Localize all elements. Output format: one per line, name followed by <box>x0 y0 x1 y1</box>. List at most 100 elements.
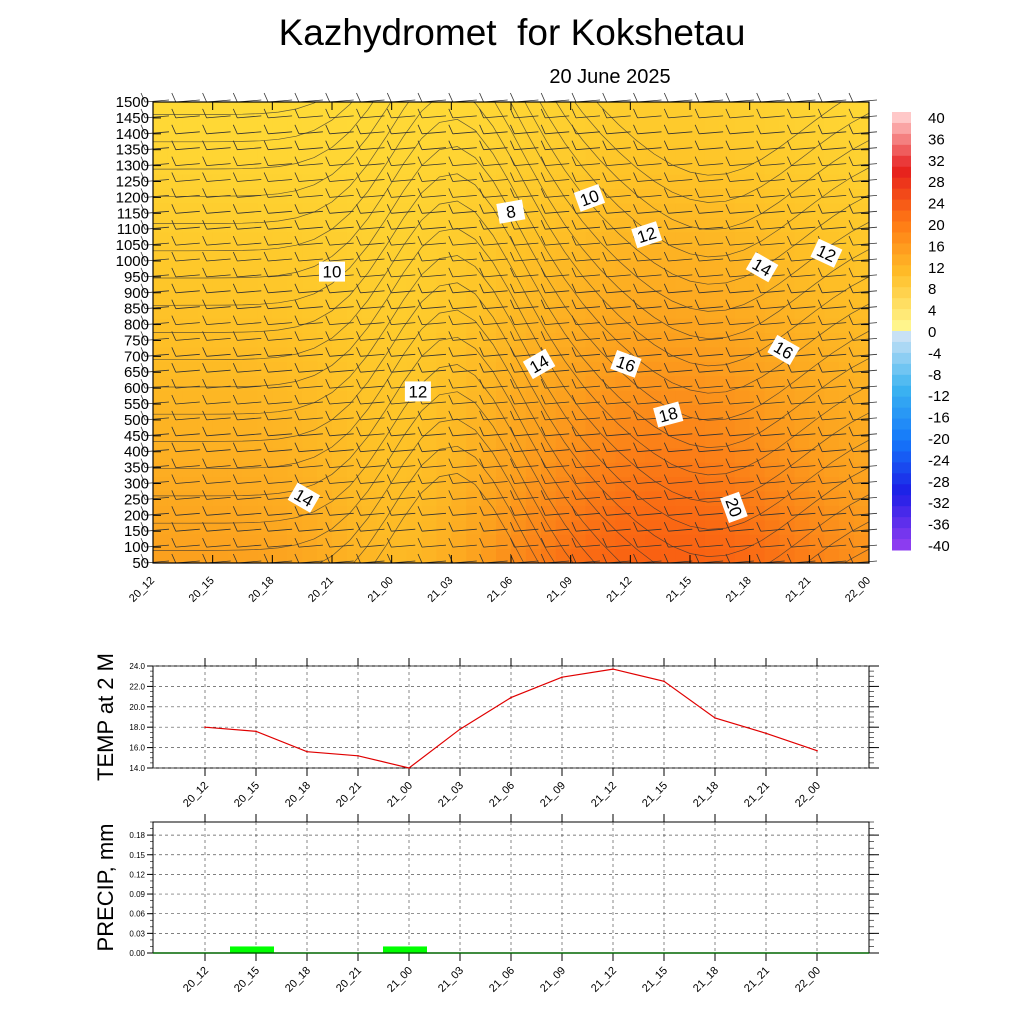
field-cell <box>361 433 378 449</box>
wind-barb <box>479 140 508 151</box>
wind-barb <box>202 283 231 294</box>
field-cell <box>376 174 393 190</box>
field-cell <box>630 505 646 521</box>
wind-barb <box>202 92 231 103</box>
field-cell <box>794 534 810 550</box>
y-tick-label: 900 <box>124 285 149 302</box>
wind-barb <box>232 299 262 310</box>
wind-barb <box>848 426 878 437</box>
field-cell <box>496 159 512 175</box>
field-cell <box>824 289 840 305</box>
wind-barb <box>571 522 601 532</box>
field-cell <box>197 404 214 420</box>
field-cell <box>824 418 840 434</box>
field-cell <box>317 174 333 190</box>
field-cell <box>481 519 497 535</box>
field-cell <box>421 202 438 218</box>
contour-label-bg <box>287 482 321 513</box>
field-cell <box>645 447 661 463</box>
field-cell <box>406 145 423 161</box>
field-cell <box>585 361 602 377</box>
contour-label: 12 <box>631 221 663 249</box>
field-cell <box>660 145 676 161</box>
wind-barb <box>510 188 539 198</box>
colorbar-label: 32 <box>928 153 945 170</box>
field-cell <box>555 390 572 406</box>
field-cell <box>451 462 467 478</box>
field-cell <box>466 116 482 132</box>
field-cell <box>361 289 378 305</box>
field-cell <box>391 346 408 362</box>
field-cell <box>406 433 423 449</box>
field-cell <box>525 462 542 478</box>
wind-barb <box>294 410 323 421</box>
wind-barb <box>756 474 785 484</box>
field-cell <box>436 318 452 334</box>
field-cell <box>332 476 348 492</box>
wind-barb <box>602 315 631 325</box>
field-cell <box>749 145 766 161</box>
wind-barb <box>294 92 323 103</box>
wind-barb <box>232 156 262 166</box>
field-cell <box>794 102 810 118</box>
field-cell <box>466 202 482 218</box>
wind-barb <box>386 251 416 262</box>
wind-barb <box>540 378 570 389</box>
wind-barb <box>232 426 262 437</box>
field-cell <box>570 361 587 377</box>
field-cell <box>466 174 482 190</box>
field-cell <box>734 476 751 492</box>
wind-barb <box>263 267 293 278</box>
wind-barb <box>232 363 262 373</box>
field-cell <box>436 332 452 348</box>
temp-point <box>510 696 512 699</box>
wind-barb <box>602 299 631 310</box>
field-cell <box>167 404 184 420</box>
wind-barb <box>571 140 601 151</box>
x-tick-label: 21_09 <box>545 575 575 605</box>
field-cell <box>481 318 497 334</box>
wind-barb <box>202 410 231 421</box>
field-cell <box>167 202 184 218</box>
field-cell <box>346 361 363 377</box>
wind-barb <box>756 537 785 548</box>
wind-barb <box>633 92 662 103</box>
field-cell <box>511 274 527 290</box>
field-cell <box>794 116 810 132</box>
field-cell <box>242 260 259 276</box>
field-cell <box>675 174 691 190</box>
field-cell <box>630 447 646 463</box>
field-cell <box>615 289 631 305</box>
field-cell <box>496 231 512 247</box>
field-cell <box>749 303 766 319</box>
wind-barb <box>294 140 323 151</box>
field-cell <box>600 116 617 132</box>
precip-bar <box>383 946 427 953</box>
field-cell <box>794 404 810 420</box>
wind-barb <box>694 506 724 516</box>
wind-barb <box>694 410 724 421</box>
field-cell <box>332 246 348 262</box>
field-cell <box>511 346 527 362</box>
wind-barb <box>602 92 631 103</box>
field-cell <box>615 462 631 478</box>
colorbar-label: -36 <box>928 517 950 534</box>
field-cell <box>511 130 527 146</box>
colorbar-swatch <box>892 352 911 365</box>
field-cell <box>764 188 781 204</box>
contour-line <box>153 391 574 563</box>
x-tick-label: 21_00 <box>385 780 415 810</box>
field-cell <box>555 289 572 305</box>
field-cell <box>197 174 214 190</box>
field-cell <box>734 116 751 132</box>
field-cell <box>525 202 542 218</box>
field-cell <box>630 159 646 175</box>
field-cell <box>764 404 781 420</box>
field-cell <box>272 246 288 262</box>
field-cell <box>511 375 527 391</box>
wind-barb <box>848 522 878 532</box>
field-cell <box>690 116 706 132</box>
wind-barb <box>294 267 323 278</box>
field-cell <box>764 462 781 478</box>
field-cell <box>794 217 810 233</box>
